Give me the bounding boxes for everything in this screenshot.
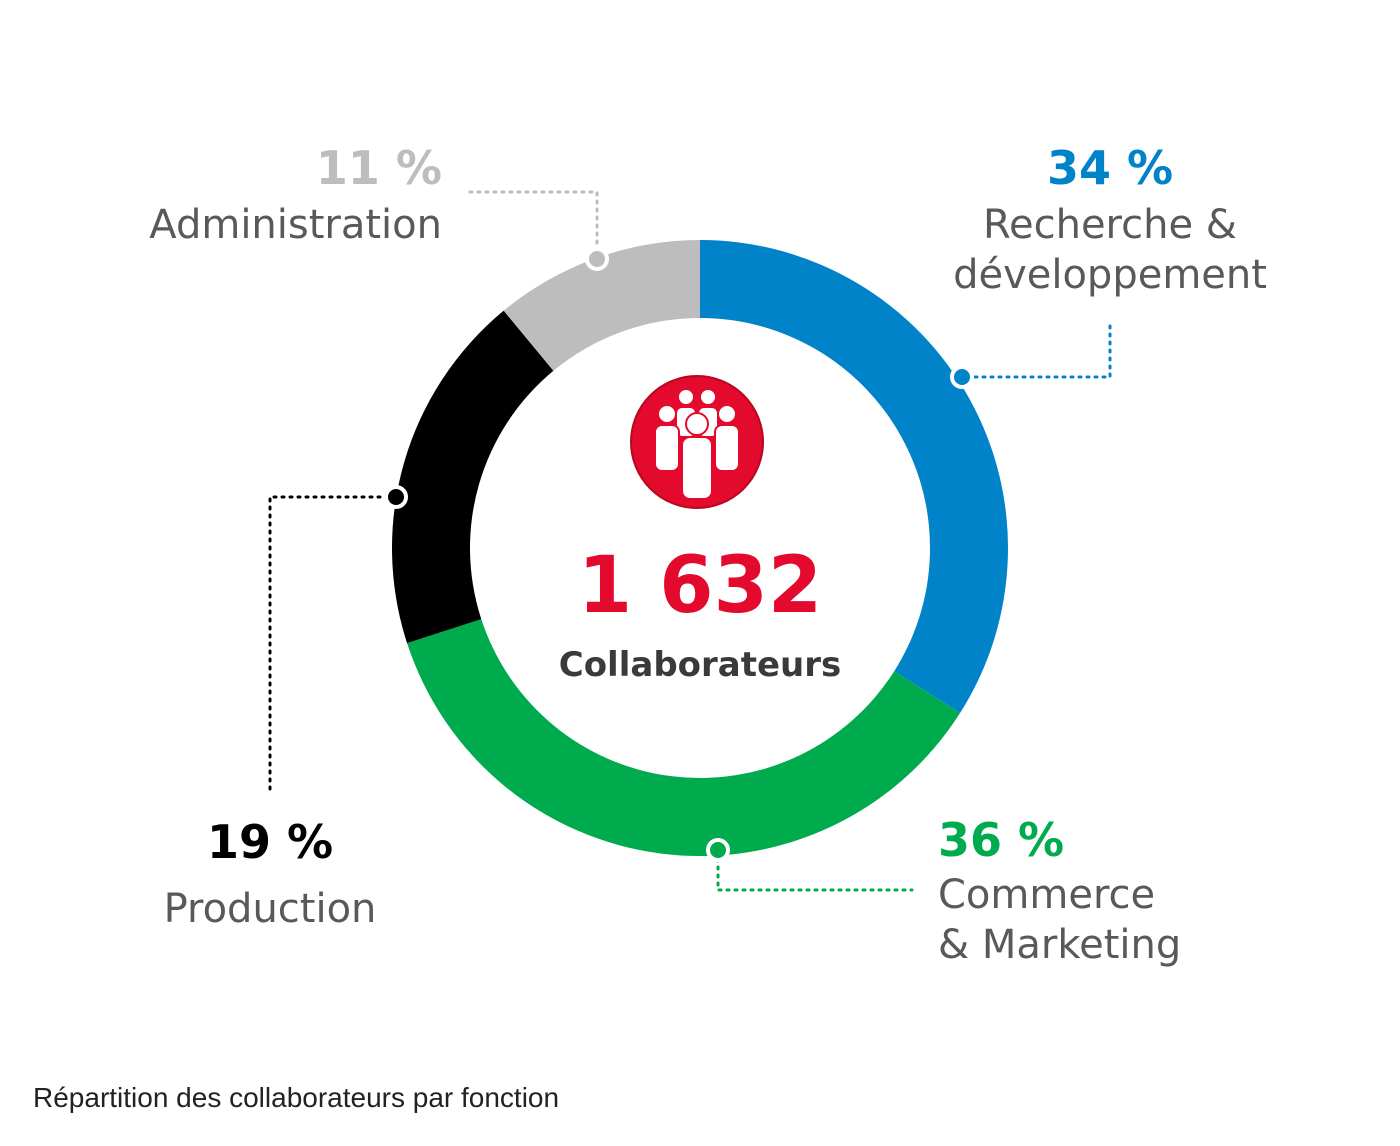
slice-label-production: Production xyxy=(164,886,377,932)
marker-production xyxy=(384,485,408,509)
donut-slices xyxy=(391,240,1008,856)
slice-label-commerce-line2: & Marketing xyxy=(938,922,1181,968)
percent-label-commerce: 36 % xyxy=(938,813,1064,867)
slice-admin xyxy=(503,240,700,371)
leader-line-commerce xyxy=(716,849,914,892)
percent-label-admin: 11 % xyxy=(316,141,442,195)
leader-line-admin xyxy=(468,190,599,260)
chart-caption: Répartition des collaborateurs par fonct… xyxy=(33,1082,560,1113)
percent-label-rd: 34 % xyxy=(1047,141,1173,195)
people-group-icon xyxy=(630,375,764,509)
slice-label-rd-line1: Recherche & xyxy=(983,202,1237,248)
slice-label-commerce-line1: Commerce xyxy=(938,872,1155,918)
slice-commerce xyxy=(407,619,961,856)
marker-commerce xyxy=(706,838,730,862)
donut-chart: 11 % Administration 34 % Recherche & dév… xyxy=(149,141,1267,968)
marker-admin xyxy=(585,247,609,271)
leader-line-production xyxy=(268,495,398,794)
slice-production xyxy=(391,310,554,644)
total-label: Collaborateurs xyxy=(559,645,842,685)
leader-line-rd xyxy=(960,324,1112,379)
marker-rd xyxy=(950,365,974,389)
total-value: 1 632 xyxy=(578,541,822,631)
slice-rd xyxy=(700,240,1008,714)
slice-label-rd-line2: développement xyxy=(953,252,1267,298)
percent-label-production: 19 % xyxy=(207,815,333,869)
slice-label-admin: Administration xyxy=(149,202,442,248)
